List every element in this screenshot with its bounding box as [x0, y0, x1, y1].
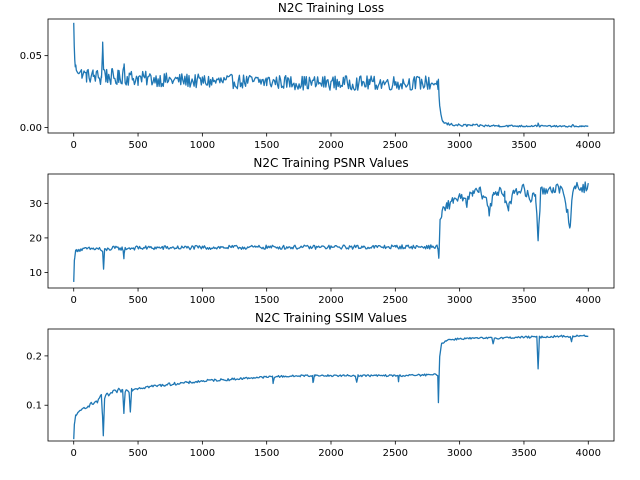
loss-series-line [73, 22, 589, 128]
loss-x-tick-label: 2500 [383, 140, 408, 151]
ssim-x-axis: 0 500 1000 1500 2000 2500 3000 3500 4000 [71, 441, 601, 459]
loss-x-tick-label: 0 [71, 140, 77, 151]
ssim-x-tick-label: 2500 [383, 448, 408, 459]
loss-x-tick-label: 500 [128, 140, 147, 151]
psnr-panel: N2C Training PSNR Values 0 500 1000 1500 200… [29, 156, 615, 306]
psnr-x-tick-label: 500 [128, 295, 147, 306]
loss-x-tick-label: 1000 [190, 140, 215, 151]
psnr-x-tick-label: 3000 [447, 295, 472, 306]
psnr-x-tick-label: 1000 [190, 295, 215, 306]
loss-x-tick-label: 3500 [511, 140, 536, 151]
ssim-y-axis: 0.1 0.2 [26, 351, 48, 412]
ssim-panel: N2C Training SSIM Values 0 500 1000 1500 200… [26, 311, 615, 459]
psnr-y-tick-label: 20 [29, 233, 42, 244]
ssim-x-tick-label: 3500 [511, 448, 536, 459]
ssim-y-tick-label: 0.1 [26, 401, 42, 412]
psnr-x-tick-label: 4000 [576, 295, 601, 306]
loss-x-tick-label: 4000 [576, 140, 601, 151]
psnr-x-tick-label: 0 [71, 295, 77, 306]
loss-x-tick-label: 1500 [254, 140, 279, 151]
loss-x-tick-label: 3000 [447, 140, 472, 151]
loss-x-axis: 0 500 1000 1500 2000 2500 3000 3500 4000 [71, 133, 601, 151]
loss-chart-title: N2C Training Loss [278, 1, 384, 15]
ssim-x-tick-label: 3000 [447, 448, 472, 459]
psnr-y-axis: 10 20 30 [29, 199, 48, 279]
ssim-x-tick-label: 4000 [576, 448, 601, 459]
psnr-x-tick-label: 2500 [383, 295, 408, 306]
ssim-chart-title: N2C Training SSIM Values [255, 311, 407, 325]
psnr-chart-title: N2C Training PSNR Values [253, 156, 408, 170]
loss-x-tick-label: 2000 [318, 140, 343, 151]
loss-y-tick-label: 0.00 [20, 123, 42, 134]
ssim-x-tick-label: 1000 [190, 448, 215, 459]
psnr-series-line [73, 181, 589, 282]
loss-y-axis: 0.00 0.05 [20, 51, 48, 134]
psnr-x-tick-label: 3500 [511, 295, 536, 306]
ssim-x-tick-label: 500 [128, 448, 147, 459]
psnr-x-axis: 0 500 1000 1500 2000 2500 3000 3500 4000 [71, 288, 601, 306]
loss-panel: N2C Training Loss 0 500 1000 1500 2000 2500 30… [20, 1, 615, 151]
psnr-y-tick-label: 10 [29, 268, 42, 279]
ssim-series-line [73, 334, 589, 440]
ssim-x-tick-label: 0 [71, 448, 77, 459]
loss-y-tick-label: 0.05 [20, 51, 42, 62]
ssim-y-tick-label: 0.2 [26, 351, 42, 362]
ssim-x-tick-label: 1500 [254, 448, 279, 459]
ssim-x-tick-label: 2000 [318, 448, 343, 459]
psnr-y-tick-label: 30 [29, 199, 42, 210]
psnr-x-tick-label: 1500 [254, 295, 279, 306]
psnr-x-tick-label: 2000 [318, 295, 343, 306]
